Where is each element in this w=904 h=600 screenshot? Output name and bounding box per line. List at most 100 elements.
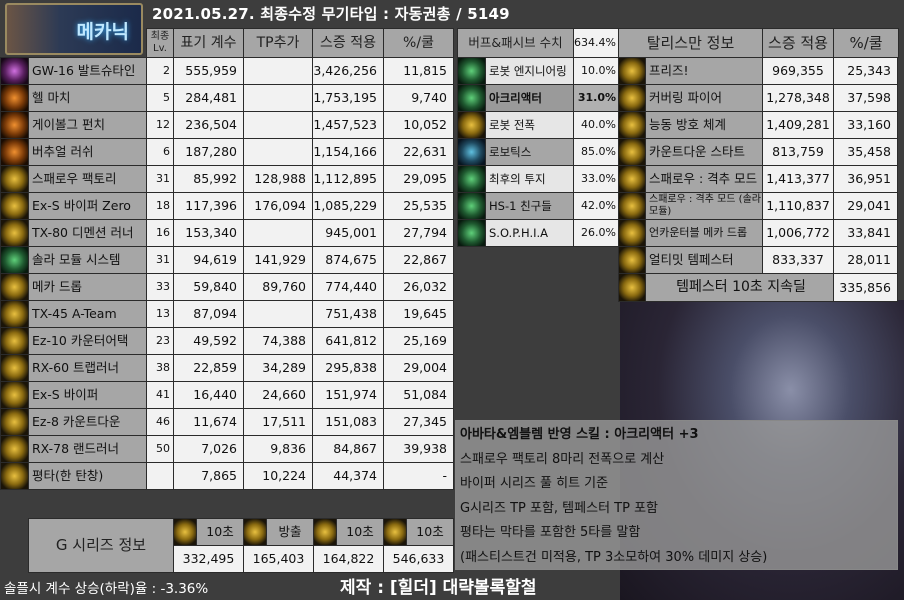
- basic-attack-icon: [0, 462, 29, 490]
- skill-tp: 17,511: [243, 408, 313, 436]
- skill-per-cd: 22,867: [383, 246, 454, 274]
- skill-name: 스패로우 팩토리: [28, 165, 147, 193]
- skill-per-cd: 10,052: [383, 111, 454, 139]
- talisman-per-cd: 33,841: [833, 219, 898, 247]
- active-defense-icon: [618, 111, 646, 139]
- per-cd-header: %/쿨: [383, 28, 454, 58]
- skill-lv: 6: [146, 138, 174, 166]
- skill-tp: 10,224: [243, 462, 313, 490]
- skill-name: 평타(한 탄창): [28, 462, 147, 490]
- skill-tp: [243, 111, 313, 139]
- skill-tp: 34,289: [243, 354, 313, 382]
- buff-header-label: 버프&패시브 수치: [457, 28, 574, 58]
- buff-value: 42.0%: [573, 192, 619, 220]
- skill-applied: 774,440: [312, 273, 384, 301]
- skill-per-cd: 26,032: [383, 273, 454, 301]
- buff-name: 최후의 투지: [485, 165, 574, 193]
- rx60-icon: [0, 354, 29, 382]
- skill-per-cd: 27,794: [383, 219, 454, 247]
- talisman-name: 얼티밋 템페스터: [645, 246, 763, 274]
- talisman-name: 커버링 파이어: [645, 84, 763, 112]
- skill-tp: [243, 300, 313, 328]
- skill-lv: 31: [146, 246, 174, 274]
- skill-lv: [146, 462, 174, 490]
- mecha-drop-icon: [0, 273, 29, 301]
- ultimate-tempester-icon: [618, 273, 646, 302]
- skill-per-cd: 19,645: [383, 300, 454, 328]
- countdown-start-icon: [618, 138, 646, 166]
- skill-lv: 33: [146, 273, 174, 301]
- robotics-icon: [457, 138, 486, 166]
- skill-per-cd: 9,740: [383, 84, 454, 112]
- buff-name: S.O.P.H.I.A: [485, 219, 574, 247]
- skill-tp: [243, 84, 313, 112]
- skill-coef: 85,992: [173, 165, 244, 193]
- notes-box: 아바타&엠블렘 반영 스킬 : 아크리액터 +3 스패로우 팩토리 8마리 전폭으…: [455, 420, 898, 570]
- robot-explosion-icon: [457, 111, 486, 139]
- skill-per-cd: 29,004: [383, 354, 454, 382]
- skill-name: TX-80 디멘션 러너: [28, 219, 147, 247]
- skill-per-cd: 22,631: [383, 138, 454, 166]
- skill-tp: 176,094: [243, 192, 313, 220]
- sophia-icon: [457, 219, 486, 247]
- skill-applied: 874,675: [312, 246, 384, 274]
- skill-name: 버추얼 러쉬: [28, 138, 147, 166]
- solar-module-icon: [0, 246, 29, 274]
- skill-coef: 117,396: [173, 192, 244, 220]
- g2-icon: [313, 518, 337, 546]
- skill-coef: 49,592: [173, 327, 244, 355]
- coef-header: 표기 계수: [173, 28, 244, 58]
- skill-coef: 555,959: [173, 57, 244, 85]
- gw16-icon: [0, 57, 29, 85]
- skill-coef: 187,280: [173, 138, 244, 166]
- skill-coef: 11,674: [173, 408, 244, 436]
- buff-value: 31.0%: [573, 84, 619, 112]
- g-series-value: 546,633: [383, 545, 454, 573]
- page-title: 2021.05.27. 최종수정 무기타입 : 자동권총 / 5149: [152, 5, 510, 23]
- skill-name: Ez-8 카운트다운: [28, 408, 147, 436]
- talisman-applied-header: 스증 적용: [762, 28, 834, 58]
- skill-name: RX-78 랜드러너: [28, 435, 147, 463]
- skill-tp: 74,388: [243, 327, 313, 355]
- hs1-friends-icon: [457, 192, 486, 220]
- g-series-value: 164,822: [313, 545, 384, 573]
- sparrow-pursuit-solar-icon: [618, 192, 646, 220]
- ex-s-viper-icon: [0, 381, 29, 409]
- skill-name: 헬 마치: [28, 84, 147, 112]
- hell-march-icon: [0, 84, 29, 112]
- buff-header-value: 634.4%: [573, 28, 619, 58]
- sparrow-factory-icon: [0, 165, 29, 193]
- talisman-name: 카운트다운 스타트: [645, 138, 763, 166]
- skill-lv: 13: [146, 300, 174, 328]
- g-series-tag: 10초: [196, 518, 244, 546]
- g-series-tag: 방출: [266, 518, 314, 546]
- last-stand-icon: [457, 165, 486, 193]
- skill-per-cd: 25,169: [383, 327, 454, 355]
- buff-name: 로보틱스: [485, 138, 574, 166]
- skill-tp: [243, 219, 313, 247]
- skill-coef: 22,859: [173, 354, 244, 382]
- g-series-tag: 10초: [406, 518, 454, 546]
- talisman-per-cd: 33,160: [833, 111, 898, 139]
- skill-coef: 236,504: [173, 111, 244, 139]
- skill-coef: 284,481: [173, 84, 244, 112]
- applied-header: 스증 적용: [312, 28, 384, 58]
- skill-name: 솔라 모듈 시스템: [28, 246, 147, 274]
- skill-tp: 24,660: [243, 381, 313, 409]
- buff-value: 26.0%: [573, 219, 619, 247]
- skill-per-cd: -: [383, 462, 454, 490]
- skill-applied: 641,812: [312, 327, 384, 355]
- arc-reactor-icon: [457, 84, 486, 112]
- rx78-icon: [0, 435, 29, 463]
- skill-name: GW-16 발트슈타인: [28, 57, 147, 85]
- virtual-rush-icon: [0, 138, 29, 166]
- skill-coef: 94,619: [173, 246, 244, 274]
- skill-lv: 12: [146, 111, 174, 139]
- skill-per-cd: 51,084: [383, 381, 454, 409]
- talisman-per-cd: 35,458: [833, 138, 898, 166]
- geibolg-punch-icon: [0, 111, 29, 139]
- skill-lv: 23: [146, 327, 174, 355]
- skill-applied: 151,974: [312, 381, 384, 409]
- skill-coef: 7,026: [173, 435, 244, 463]
- skill-coef: 7,865: [173, 462, 244, 490]
